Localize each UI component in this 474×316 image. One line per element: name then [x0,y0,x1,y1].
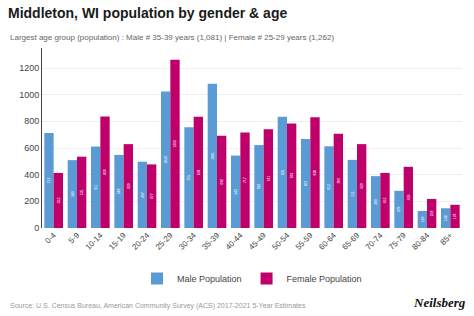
svg-text:613: 613 [327,184,331,190]
svg-text:85+: 85+ [439,231,455,247]
svg-text:413: 413 [57,198,61,204]
svg-text:60-64: 60-64 [317,230,338,251]
svg-text:1023: 1023 [164,156,168,164]
svg-text:148: 148 [444,215,448,221]
svg-text:70-74: 70-74 [364,230,385,251]
svg-text:Male Population: Male Population [177,274,242,284]
svg-text:50-54: 50-54 [270,230,291,251]
svg-text:497: 497 [141,192,145,198]
svg-text:Middleton, WI population by ge: Middleton, WI population by gender & age [8,5,287,21]
svg-text:509: 509 [71,191,75,197]
svg-text:800: 800 [24,116,39,126]
svg-text:543: 543 [234,189,238,195]
svg-text:511: 511 [351,191,355,196]
svg-text:35-39: 35-39 [200,230,221,251]
svg-text:45-49: 45-49 [247,230,268,251]
svg-text:548: 548 [117,189,121,195]
svg-text:713: 713 [47,178,51,184]
svg-text:0: 0 [34,223,39,233]
svg-text:Neilsberg: Neilsberg [413,295,466,310]
svg-text:741: 741 [267,176,271,182]
svg-text:1000: 1000 [19,90,39,100]
svg-text:80-84: 80-84 [410,230,431,251]
svg-text:535: 535 [80,189,84,195]
svg-text:10-14: 10-14 [84,230,105,251]
svg-text:629: 629 [127,183,131,189]
svg-text:629: 629 [360,183,364,189]
svg-text:65-69: 65-69 [340,230,361,251]
svg-text:611: 611 [94,184,98,189]
svg-text:600: 600 [24,143,39,153]
svg-text:5-9: 5-9 [67,230,82,245]
svg-text:Largest age group (population): Largest age group (population) : Male # … [10,33,334,42]
svg-text:218: 218 [430,211,434,217]
svg-text:1262: 1262 [173,140,177,148]
svg-text:25-29: 25-29 [154,230,175,251]
svg-text:784: 784 [290,173,294,179]
svg-text:128: 128 [421,217,425,223]
svg-text:706: 706 [337,178,341,184]
svg-text:389: 389 [374,199,378,205]
svg-text:413: 413 [383,198,387,204]
svg-text:75-79: 75-79 [387,230,408,251]
svg-text:667: 667 [304,181,308,187]
svg-text:692: 692 [220,179,224,185]
svg-text:Female Population: Female Population [287,274,362,284]
svg-text:30-34: 30-34 [177,230,198,251]
svg-text:834: 834 [197,170,201,176]
svg-text:477: 477 [150,193,154,199]
svg-text:200: 200 [24,196,39,206]
svg-text:0-4: 0-4 [43,230,58,245]
svg-text:755: 755 [187,175,191,181]
svg-text:15-19: 15-19 [107,230,128,251]
svg-text:835: 835 [281,169,285,175]
svg-text:Source: U.S. Census Bureau, Am: Source: U.S. Census Bureau, American Com… [10,302,306,310]
svg-text:55-59: 55-59 [294,230,315,251]
svg-text:717: 717 [243,177,247,183]
svg-text:836: 836 [103,169,107,175]
svg-text:830: 830 [313,170,317,176]
svg-text:174: 174 [453,214,457,220]
svg-text:622: 622 [257,184,261,190]
svg-text:459: 459 [407,195,411,201]
svg-text:1081: 1081 [211,152,215,160]
svg-text:20-24: 20-24 [130,230,151,251]
svg-text:40-44: 40-44 [224,230,245,251]
svg-text:279: 279 [397,207,401,213]
svg-text:400: 400 [24,170,39,180]
svg-text:1200: 1200 [19,63,39,73]
